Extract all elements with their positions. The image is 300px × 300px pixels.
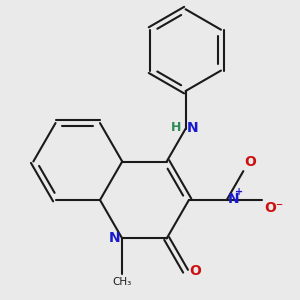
Text: H: H: [171, 121, 181, 134]
Text: N: N: [187, 121, 198, 135]
Text: O: O: [189, 264, 201, 278]
Text: O: O: [244, 155, 256, 169]
Text: N: N: [108, 232, 120, 245]
Text: O⁻: O⁻: [264, 201, 284, 215]
Text: CH₃: CH₃: [112, 278, 132, 287]
Text: N: N: [228, 192, 239, 206]
Text: +: +: [235, 187, 243, 197]
